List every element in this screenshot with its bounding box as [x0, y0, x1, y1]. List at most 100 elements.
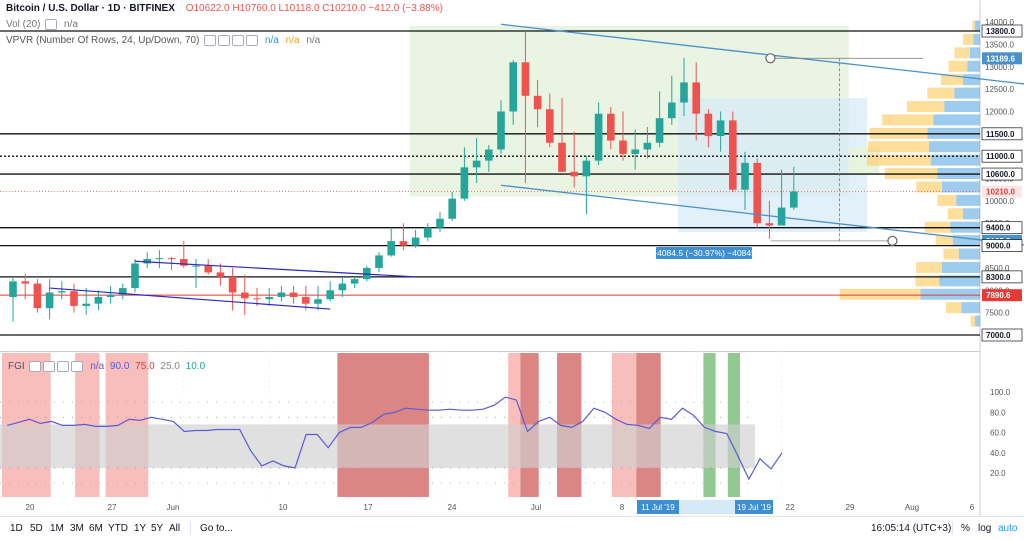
candle-body [643, 142, 652, 150]
time-highlight-box [637, 500, 679, 514]
candle-body [692, 82, 700, 114]
candle-body [668, 102, 676, 119]
time-tick-label: 29 [846, 503, 855, 512]
fgi-legend[interactable]: FGI n/a 90.0 75.0 25.0 10.0 [8, 361, 205, 372]
fgi-tick-label: 20.0 [990, 469, 1006, 478]
range-ytd[interactable]: YTD [108, 523, 128, 534]
symbol-legend[interactable]: Bitcoin / U.S. Dollar · 1D · BITFINEX O1… [6, 3, 443, 14]
vol-legend[interactable]: Vol (20) n/a [6, 19, 78, 30]
candle-body [509, 62, 517, 112]
vp-bar-up [963, 208, 980, 220]
vp-bar-down [882, 114, 934, 126]
price-label: 13189.6 [986, 54, 1015, 63]
vp-bar-up [973, 33, 980, 45]
candle-body [265, 297, 273, 300]
time-tick-label: 8 [620, 503, 625, 512]
vp-bar-up [958, 248, 980, 260]
fgi-value-1: 90.0 [109, 361, 130, 373]
price-tick-label: 13500.0 [985, 40, 1014, 49]
vp-bar-up [954, 87, 980, 99]
candle-body [82, 303, 90, 306]
vp-bar-down [866, 154, 931, 166]
ohlc-values: O10622.0 H10760.0 L10118.0 C10210.0 −412… [185, 3, 443, 14]
range-3m[interactable]: 3M [70, 523, 84, 534]
log-toggle[interactable]: log [978, 523, 992, 534]
candle-body [558, 142, 566, 172]
channel-upper-line [500, 23, 1024, 85]
candle-body [655, 118, 664, 143]
vp-bar-up [920, 288, 980, 300]
clock-display[interactable]: 16:05:14 (UTC+3) [871, 523, 952, 534]
candle-body [546, 109, 554, 143]
eye-icon[interactable] [204, 35, 217, 46]
auto-toggle[interactable]: auto [998, 523, 1018, 534]
candle-body [411, 237, 420, 246]
price-label-box [982, 185, 1022, 198]
candle-body [619, 140, 627, 154]
price-label: 7890.6 [986, 291, 1011, 300]
candle-body [9, 281, 17, 297]
time-tick-label: 6 [970, 503, 975, 512]
vol-value: n/a [64, 19, 78, 31]
candle-body [460, 167, 469, 199]
candle-body [119, 288, 127, 295]
vp-bar-down [867, 141, 929, 153]
fgi-tick-label: 60.0 [990, 429, 1006, 438]
measure-label: −4084.5 (−30.97%) −40845 [652, 248, 756, 258]
time-tick-label: 22 [786, 503, 795, 512]
close-icon[interactable] [57, 361, 70, 372]
more-icon[interactable] [246, 35, 259, 46]
range-all[interactable]: All [169, 523, 181, 534]
eye-icon[interactable] [45, 19, 58, 30]
range-5d[interactable]: 5D [30, 523, 43, 534]
candle-body [180, 259, 188, 266]
vol-label: Vol (20) [6, 19, 41, 31]
vp-bar-up [969, 47, 980, 59]
candle-body [241, 292, 249, 299]
range-1d[interactable]: 1D [10, 523, 23, 534]
vp-bar-up [941, 181, 980, 193]
candle-body [729, 120, 737, 190]
goto-button[interactable]: Go to... [200, 523, 233, 534]
price-label: 8300.0 [986, 273, 1011, 282]
time-tick-label: Jun [167, 503, 180, 512]
candle-body [106, 294, 115, 297]
range-5y[interactable]: 5Y [151, 523, 164, 534]
settings-icon[interactable] [218, 35, 231, 46]
candle-body [436, 218, 444, 228]
vp-bar-down [916, 261, 942, 273]
price-label-box [982, 289, 1022, 302]
close-icon[interactable] [232, 35, 245, 46]
candle-body [58, 291, 66, 293]
vp-bar-up [961, 302, 980, 314]
price-tick-label: 13000.0 [985, 63, 1014, 72]
vp-bar-down [954, 47, 970, 59]
candle-body [314, 299, 322, 304]
range-6m[interactable]: 6M [89, 523, 103, 534]
vp-bar-down [963, 33, 974, 45]
vpvr-legend[interactable]: VPVR (Number Of Rows, 24, Up/Down, 70) n… [6, 35, 320, 46]
eye-icon[interactable] [29, 361, 42, 372]
candle-body [131, 263, 139, 289]
candle-body [570, 171, 578, 177]
measure-handle [765, 53, 776, 64]
candle-body [326, 290, 334, 300]
separator [190, 521, 191, 535]
more-icon[interactable] [71, 361, 84, 372]
candle-body [424, 227, 432, 238]
candle-body [704, 113, 713, 137]
time-range-fill [679, 500, 735, 514]
vp-bar-up [956, 194, 980, 206]
range-1m[interactable]: 1M [50, 523, 64, 534]
range-1y[interactable]: 1Y [134, 523, 147, 534]
candle-body [363, 267, 371, 280]
vp-bar-up [944, 101, 980, 112]
fgi-value-3: 25.0 [160, 361, 180, 373]
time-tick-label: 24 [448, 503, 457, 512]
percent-toggle[interactable]: % [961, 523, 970, 534]
candle-body [594, 113, 603, 161]
chart-canvas[interactable]: −4084.5 (−30.97%) −40845 14000.0 13500.0 1… [0, 0, 1024, 516]
time-highlight-right: 19 Jul '19 [737, 503, 772, 512]
settings-icon[interactable] [43, 361, 56, 372]
price-label-box [981, 127, 1023, 141]
